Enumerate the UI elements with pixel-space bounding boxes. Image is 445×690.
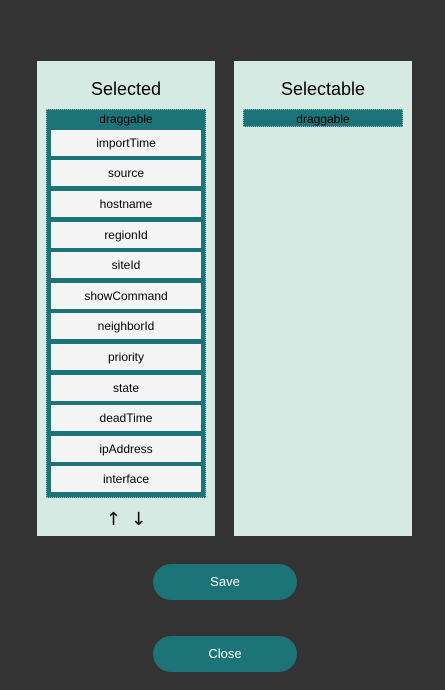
arrow-down-icon[interactable]: ↓ — [131, 509, 147, 530]
list-item-state[interactable]: state — [51, 375, 201, 401]
selected-drag-list[interactable]: draggable importTime source hostname reg… — [46, 109, 206, 498]
selected-drag-header[interactable]: draggable — [47, 110, 205, 128]
list-item-deadTime[interactable]: deadTime — [51, 405, 201, 431]
selectable-drag-header[interactable]: draggable — [243, 109, 403, 127]
selected-panel: Selected draggable importTime source hos… — [37, 61, 215, 536]
list-item-hostname[interactable]: hostname — [51, 191, 201, 217]
list-item-priority[interactable]: priority — [51, 344, 201, 370]
list-item-regionId[interactable]: regionId — [51, 222, 201, 248]
list-item-showCommand[interactable]: showCommand — [51, 283, 201, 309]
list-item-importTime[interactable]: importTime — [51, 130, 201, 156]
close-button[interactable]: Close — [153, 636, 297, 672]
selectable-panel-title: Selectable — [280, 79, 366, 99]
sort-arrows: ↑ ↓ — [37, 509, 215, 530]
arrow-up-icon[interactable]: ↑ — [105, 509, 121, 530]
save-button[interactable]: Save — [153, 564, 297, 600]
list-item-siteId[interactable]: siteId — [51, 252, 201, 278]
list-item-neighborId[interactable]: neighborId — [51, 313, 201, 339]
selected-panel-title: Selected — [90, 79, 162, 99]
list-item-source[interactable]: source — [51, 160, 201, 186]
list-item-ipAddress[interactable]: ipAddress — [51, 436, 201, 462]
selectable-panel: Selectable draggable — [234, 61, 412, 536]
list-item-interface[interactable]: interface — [51, 466, 201, 492]
